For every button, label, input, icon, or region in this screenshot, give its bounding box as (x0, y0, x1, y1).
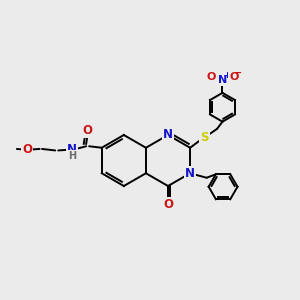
Text: −: − (234, 68, 242, 77)
Text: S: S (200, 131, 209, 144)
Text: N: N (67, 143, 77, 156)
Text: O: O (206, 72, 216, 82)
Text: O: O (82, 124, 93, 137)
Text: +: + (223, 71, 230, 80)
Text: H: H (68, 151, 76, 161)
Text: N: N (163, 128, 173, 142)
Text: O: O (163, 197, 173, 211)
Text: O: O (229, 72, 239, 82)
Text: N: N (218, 75, 227, 85)
Text: O: O (22, 143, 32, 156)
Text: N: N (185, 167, 195, 180)
